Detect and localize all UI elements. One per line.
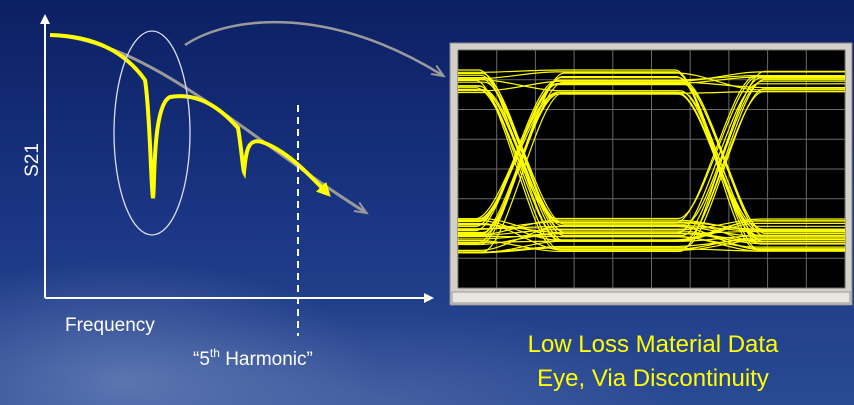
x-axis-label: Frequency: [65, 315, 155, 336]
harmonic-prefix: “5: [193, 349, 210, 370]
caption-line: Eye, Via Discontinuity: [537, 365, 769, 392]
caption-line: Low Loss Material Data: [528, 331, 779, 358]
harmonic-suffix: Harmonic”: [220, 349, 313, 370]
harmonic-sup: th: [210, 346, 220, 360]
diagram: S21 Frequency “5th Harmonic” Low Loss Ma…: [0, 0, 854, 405]
slide: S21 Frequency “5th Harmonic” Low Loss Ma…: [0, 0, 854, 405]
harmonic-label: “5th Harmonic”: [193, 346, 313, 370]
pointer-arrow: [185, 22, 442, 75]
y-axis-label: S21: [22, 143, 43, 177]
scrollbar: [452, 292, 850, 303]
highlight-ellipse: [114, 31, 190, 235]
